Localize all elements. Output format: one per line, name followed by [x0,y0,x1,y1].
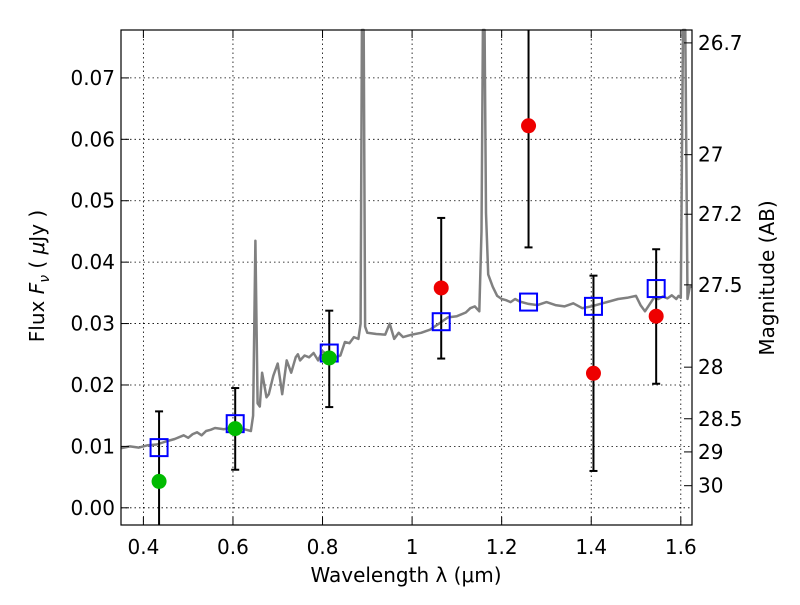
x-tick-label: 1 [406,535,419,559]
x-tick-label: 0.8 [307,535,339,559]
model-photometry-square [646,279,666,299]
y-tick-label: 0.04 [70,250,115,274]
y-tick-label: 0.03 [70,312,115,336]
y-axis-title: Flux Fν ( μJy ) [25,210,53,342]
y-tick-label: 0.01 [70,434,115,458]
model-photometry-square [149,438,169,458]
y2-tick-label: 27 [698,143,723,167]
measured-photometry-point [151,473,167,489]
y2-tick-label: 26.7 [698,31,743,55]
y-tick-label: 0.06 [70,127,115,151]
measured-photometry-point [321,350,337,366]
y2-tick-label: 29 [698,440,723,464]
x-tick-label: 1.4 [575,535,607,559]
model-sed-line-group [120,28,692,450]
axis-ticks: 0.4 0.6 0.8 1 1.2 1.4 1.6 0.00 0.01 0.02 0.03 0.04 0… [70,30,743,559]
y-tick-label: 0.00 [70,496,115,520]
measured-photometry-point [585,365,601,381]
x-tick-label: 0.6 [217,535,249,559]
y2-tick-label: 30 [698,474,723,498]
x-tick-label: 0.4 [127,535,159,559]
y-tick-label: 0.05 [70,189,115,213]
plot-frame [120,29,693,526]
y2-tick-label: 27.2 [698,202,743,226]
y2-axis-title: Magnitude (AB) [755,200,779,355]
x-tick-label: 1.2 [486,535,518,559]
measured-photometry-point [227,421,243,437]
model-photometry-square [583,296,603,316]
x-axis-title: Wavelength λ (μm) [310,563,501,587]
measured-photometry-point [648,308,664,324]
model-sed-line [120,28,692,450]
y-tick-label: 0.07 [70,66,115,90]
y-tick-label: 0.02 [70,373,115,397]
measured-photometry-point [521,118,537,134]
y2-tick-label: 27.5 [698,273,743,297]
y2-tick-label: 28 [698,355,723,379]
measured-photometry-point [433,280,449,296]
model-photometry-square [519,292,539,312]
measured-photometry-points [151,118,664,489]
model-photometry-squares [149,279,666,458]
model-photometry-square [431,312,451,332]
x-tick-label: 1.6 [665,535,697,559]
y2-tick-label: 28.5 [698,407,743,431]
